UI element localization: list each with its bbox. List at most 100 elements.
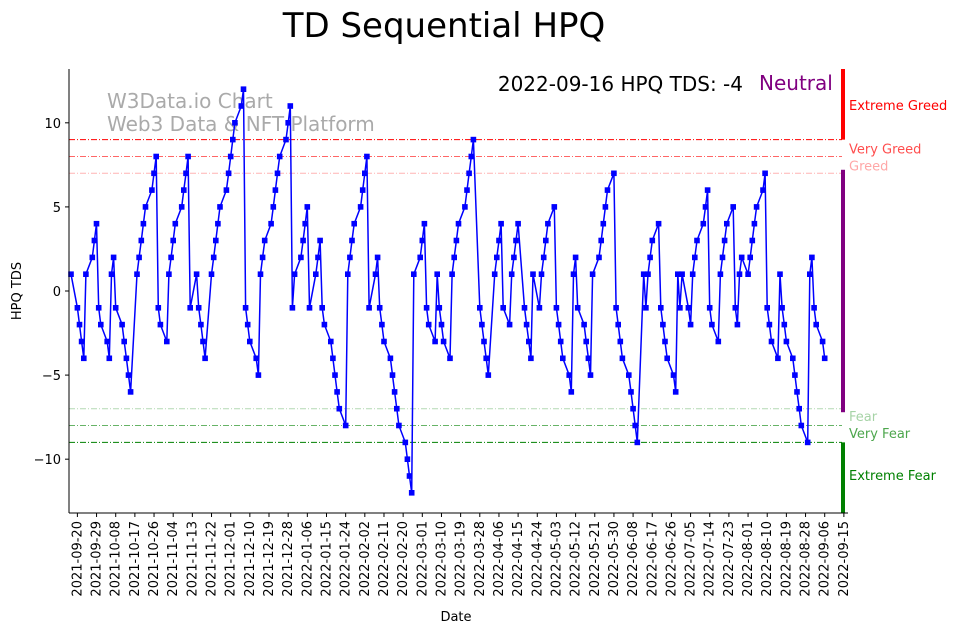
data-point: [813, 321, 819, 328]
data-point: [613, 305, 619, 311]
data-point: [479, 321, 485, 328]
data-point: [366, 305, 372, 311]
data-point: [440, 338, 447, 345]
data-point: [764, 305, 770, 311]
data-point: [336, 405, 343, 412]
data-point: [232, 120, 238, 126]
data-point: [798, 422, 805, 429]
x-tick-label: 2022-06-08: [626, 521, 641, 597]
x-tick-label: 2022-03-10: [434, 521, 449, 597]
data-point: [775, 355, 781, 362]
data-point: [240, 86, 247, 92]
data-point: [334, 389, 340, 395]
x-tick-label: 2022-01-24: [339, 521, 354, 597]
data-point: [283, 136, 289, 143]
data-point: [187, 305, 193, 311]
data-point: [574, 305, 581, 311]
data-point: [664, 355, 670, 362]
y-tick-label: −5: [42, 369, 61, 384]
data-point: [436, 305, 443, 311]
data-point: [777, 271, 783, 277]
zone-label-fear: Fear: [849, 410, 878, 425]
data-point: [302, 220, 308, 227]
data-point: [404, 456, 411, 462]
data-point: [374, 254, 381, 261]
data-point: [585, 355, 592, 362]
data-point: [157, 321, 164, 328]
data-point: [379, 321, 385, 328]
x-tick-label: 2022-02-11: [377, 521, 392, 597]
x-tick-label: 2021-12-19: [262, 521, 277, 597]
data-point: [95, 305, 102, 311]
data-point: [540, 254, 547, 261]
data-point: [185, 153, 191, 160]
x-tick-label: 2022-02-20: [396, 521, 411, 597]
watermark-line2: Web3 Data & NFT Platform: [107, 112, 375, 136]
data-point: [807, 271, 813, 277]
data-point: [394, 405, 400, 412]
data-point: [372, 271, 379, 277]
x-tick-label: 2021-09-29: [90, 521, 105, 597]
data-point: [630, 405, 636, 412]
data-point: [289, 305, 296, 311]
x-tick-label: 2022-08-28: [799, 521, 814, 597]
zone-label-very-greed: Very Greed: [849, 143, 921, 158]
data-point: [734, 321, 741, 328]
x-tick-label: 2022-05-03: [549, 521, 564, 597]
data-point: [747, 254, 753, 261]
data-point: [298, 254, 304, 261]
data-point: [617, 338, 624, 345]
data-point: [342, 422, 349, 429]
data-point: [485, 372, 492, 378]
status-label: Neutral: [759, 71, 833, 95]
x-tick-label: 2022-08-19: [779, 521, 794, 597]
data-point: [453, 237, 460, 244]
data-point: [210, 254, 217, 261]
data-point: [223, 187, 230, 193]
data-point: [511, 254, 517, 261]
data-point: [783, 338, 790, 345]
data-point: [658, 305, 664, 311]
x-tick-label: 2022-08-10: [760, 521, 775, 597]
data-point: [515, 220, 521, 227]
data-point: [508, 271, 515, 277]
data-point: [255, 372, 262, 378]
data-point: [121, 338, 127, 345]
data-point: [406, 473, 413, 479]
data-point: [794, 389, 800, 395]
data-point: [259, 254, 266, 261]
data-point: [230, 136, 236, 143]
data-point: [494, 254, 500, 261]
data-point: [704, 187, 711, 193]
x-tick-label: 2022-04-15: [511, 521, 526, 597]
data-point: [464, 187, 470, 193]
data-point: [164, 338, 170, 345]
data-point: [538, 271, 545, 277]
data-point: [736, 271, 743, 277]
x-tick-label: 2022-05-12: [569, 521, 584, 597]
zone-labels: Extreme Greed Very Greed Greed Fear Very Fea…: [849, 99, 947, 484]
data-point: [287, 103, 294, 109]
data-point: [553, 305, 560, 311]
data-point: [391, 389, 398, 395]
data-point: [455, 220, 462, 227]
data-point: [738, 254, 745, 261]
data-point: [434, 271, 440, 277]
data-point: [481, 338, 487, 345]
x-tick-label: 2022-07-05: [684, 521, 699, 597]
data-point: [662, 338, 668, 345]
data-point: [809, 254, 815, 261]
data-point: [425, 321, 432, 328]
data-point: [247, 338, 253, 345]
data-point: [804, 439, 811, 446]
data-point: [313, 271, 319, 277]
x-tick-label: 2022-06-26: [664, 521, 679, 597]
data-point: [396, 422, 402, 429]
data-point: [545, 220, 551, 227]
data-point: [468, 153, 475, 160]
data-point: [719, 254, 726, 261]
data-point: [123, 355, 130, 362]
data-point: [702, 204, 709, 210]
data-point: [217, 204, 223, 210]
